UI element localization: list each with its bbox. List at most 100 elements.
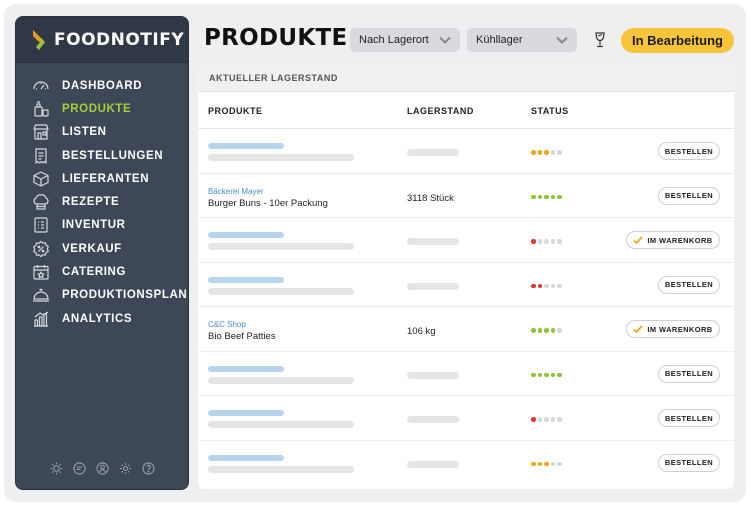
product-placeholder: [208, 465, 354, 473]
brand-name: FOODNOTIFY: [54, 29, 185, 50]
column-stock[interactable]: LAGERSTAND: [407, 106, 474, 116]
status-dot: [544, 461, 549, 466]
status-indicator: [531, 372, 562, 377]
order-label: BESTELLEN: [664, 280, 714, 289]
product-placeholder: [208, 287, 354, 295]
sidebar-item-catering[interactable]: CATERING: [16, 260, 188, 283]
status-dot: [537, 283, 542, 288]
order-label: BESTELLEN: [664, 146, 714, 156]
store-icon: [32, 123, 50, 141]
checkmark-icon: [633, 236, 644, 245]
sidebar-item-label: VERKAUF: [62, 242, 122, 255]
status-dot: [537, 417, 542, 422]
location-filter-value: Nach Lagerort: [359, 34, 429, 46]
supplier-link[interactable]: Bäckerei Mayer: [208, 186, 264, 196]
status-dot: [531, 239, 536, 244]
status-dot: [531, 283, 536, 288]
bottle-icon: [32, 100, 50, 118]
in-cart-button[interactable]: IM WARENKORB: [626, 231, 720, 249]
order-button[interactable]: BESTELLEN: [658, 142, 720, 160]
sidebar-item-label: INVENTUR: [62, 219, 126, 232]
inventory-icon: [32, 216, 50, 234]
sidebar-item-verkauf[interactable]: VERKAUF: [16, 237, 188, 260]
wine-glass-button[interactable]: [590, 30, 610, 50]
page-title: PRODUKTE: [204, 25, 348, 51]
status-dot: [550, 194, 555, 199]
status-in-progress-button[interactable]: In Bearbeitung: [621, 28, 734, 53]
sun-icon[interactable]: [49, 462, 63, 475]
table-row[interactable]: BESTELLEN: [198, 352, 734, 396]
supplier-placeholder: [208, 365, 284, 372]
status-dot: [537, 328, 542, 333]
status-dot: [544, 239, 549, 244]
order-button[interactable]: BESTELLEN: [658, 186, 720, 205]
table-row[interactable]: BESTELLEN: [198, 263, 734, 307]
status-dot: [544, 328, 549, 333]
table-row[interactable]: C&C Shop Bio Beef Patties 106 kg IM WARENKO…: [198, 307, 734, 352]
sidebar-item-label: REZEPTE: [62, 196, 120, 209]
sidebar-item-label: LIEFERANTEN: [62, 172, 150, 185]
calendar-icon: [32, 263, 50, 281]
column-status[interactable]: STATUS: [531, 106, 569, 116]
order-button[interactable]: BESTELLEN: [658, 364, 720, 383]
sidebar-item-rezepte[interactable]: REZEPTE: [16, 190, 188, 213]
status-dot: [537, 239, 542, 244]
status-dot: [537, 194, 542, 199]
sidebar-item-listen[interactable]: LISTEN: [16, 121, 188, 144]
sidebar-item-label: PRODUKTE: [62, 102, 132, 115]
status-indicator: [531, 283, 562, 288]
status-dot: [550, 461, 555, 466]
sidebar-item-inventur[interactable]: INVENTUR: [16, 214, 188, 237]
table-row[interactable]: BESTELLEN: [198, 129, 734, 174]
status-dot: [550, 239, 555, 244]
sidebar-item-produkte[interactable]: PRODUKTE: [16, 97, 188, 120]
storage-filter-select[interactable]: Kühllager: [467, 28, 577, 52]
table-row[interactable]: BESTELLEN: [198, 441, 734, 486]
table-row[interactable]: BESTELLEN: [198, 396, 734, 441]
checkmark-icon: [633, 325, 644, 334]
stock-placeholder: [407, 282, 459, 290]
sidebar-item-label: ANALYTICS: [62, 312, 133, 325]
status-dot: [557, 328, 562, 333]
stock-placeholder: [407, 460, 459, 468]
sidebar-item-lieferanten[interactable]: LIEFERANTEN: [16, 167, 188, 190]
status-dot: [557, 150, 562, 155]
foodnotify-logo-icon: [33, 29, 45, 50]
order-button[interactable]: BESTELLEN: [658, 409, 720, 427]
location-filter-select[interactable]: Nach Lagerort: [350, 28, 460, 52]
supplier-placeholder: [208, 232, 284, 238]
order-button[interactable]: BESTELLEN: [658, 453, 720, 472]
sidebar-nav: DASHBOARD PRODUKTE LISTEN BESTELLUNGEN LIEFE…: [16, 63, 188, 330]
sidebar-item-label: BESTELLUNGEN: [62, 149, 164, 162]
gear-icon[interactable]: [119, 462, 132, 475]
status-dot: [531, 417, 536, 422]
help-icon[interactable]: [141, 462, 155, 475]
table-body: BESTELLEN Bäckerei Mayer Burger Buns - 10e…: [198, 129, 734, 485]
column-products[interactable]: PRODUKTE: [208, 106, 263, 116]
in-cart-label: IM WARENKORB: [647, 235, 713, 245]
chevron-down-icon: [556, 36, 568, 44]
sidebar-item-produktionsplan[interactable]: PRODUKTIONSPLAN: [16, 284, 188, 307]
status-dot: [550, 372, 555, 377]
status-dot: [544, 194, 549, 199]
status-dot: [550, 150, 555, 155]
product-name: Burger Buns - 10er Packung: [208, 197, 328, 209]
in-cart-button[interactable]: IM WARENKORB: [626, 320, 720, 338]
product-placeholder: [208, 154, 354, 161]
status-indicator: [531, 194, 562, 199]
status-indicator: [531, 417, 562, 422]
in-cart-label: IM WARENKORB: [647, 324, 713, 334]
table-row[interactable]: IM WARENKORB: [198, 218, 734, 263]
supplier-link[interactable]: C&C Shop: [208, 320, 246, 329]
chat-icon[interactable]: [72, 462, 86, 475]
status-dot: [550, 283, 555, 288]
status-dot: [557, 417, 562, 422]
sidebar-item-dashboard[interactable]: DASHBOARD: [16, 74, 188, 97]
order-button[interactable]: BESTELLEN: [658, 275, 720, 294]
table-row[interactable]: Bäckerei Mayer Burger Buns - 10er Packung…: [198, 174, 734, 218]
sidebar-header: FOODNOTIFY: [16, 17, 188, 63]
sidebar-item-label: CATERING: [62, 266, 127, 279]
sidebar-item-bestellungen[interactable]: BESTELLUNGEN: [16, 144, 188, 167]
user-icon[interactable]: [95, 462, 109, 475]
sidebar-item-analytics[interactable]: ANALYTICS: [16, 307, 188, 330]
